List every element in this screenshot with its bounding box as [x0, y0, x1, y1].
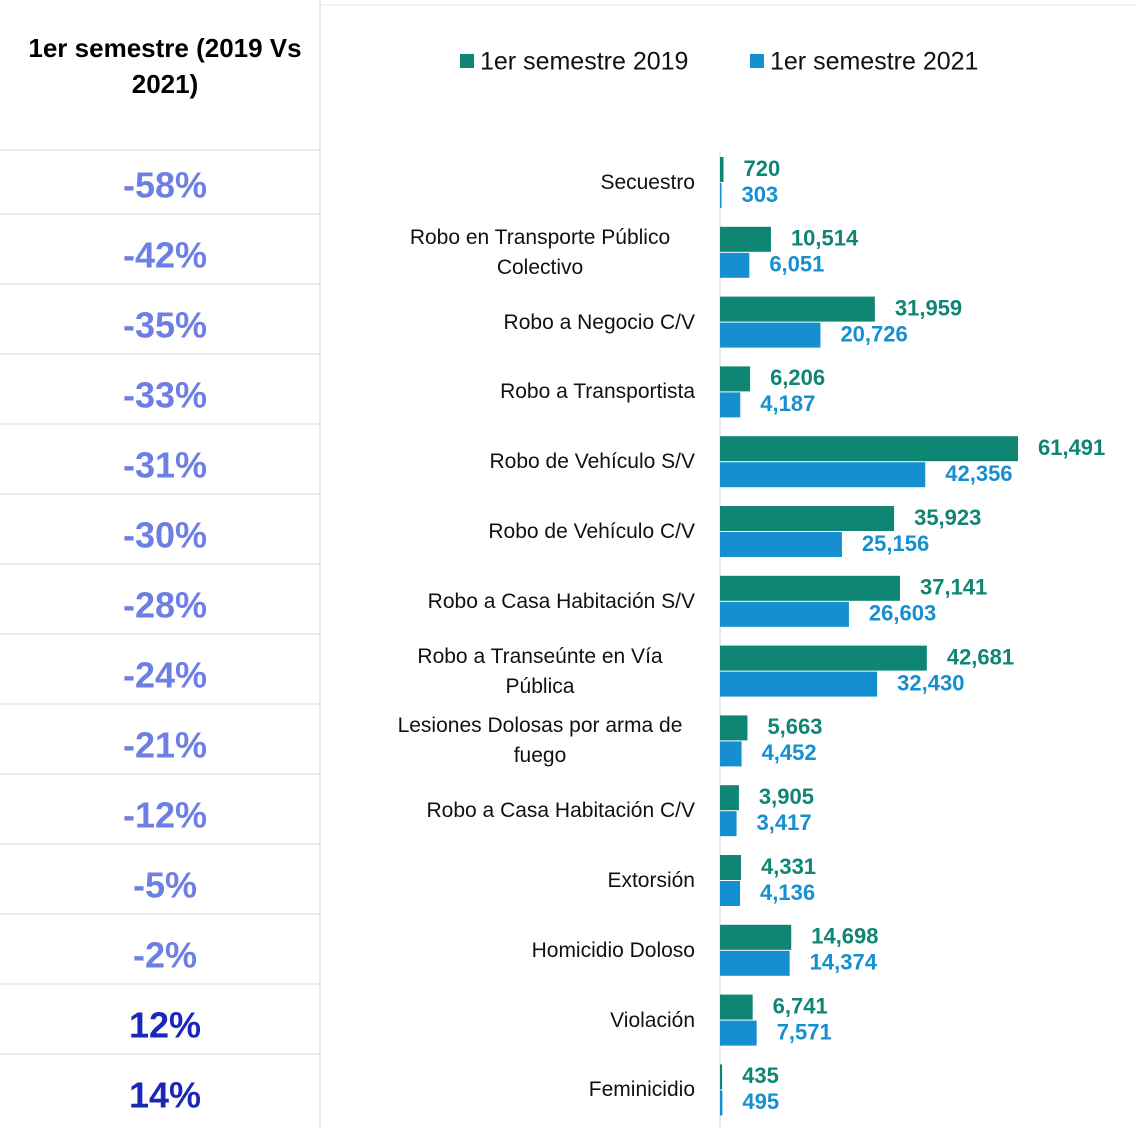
value-label: 4,452: [762, 740, 817, 765]
bar: [720, 436, 1018, 462]
category-label: Robo a Casa Habitación S/V: [427, 589, 695, 613]
value-label: 4,187: [760, 391, 815, 416]
legend-label: 1er semestre 2021: [770, 48, 978, 76]
bar: [720, 1090, 723, 1116]
value-label: 10,514: [791, 226, 859, 251]
category-label: Violación: [610, 1008, 695, 1032]
category-label: Homicidio Doloso: [531, 938, 695, 962]
bar: [720, 645, 927, 671]
category-label: Robo de Vehículo C/V: [488, 520, 695, 543]
category-label: Extorsión: [607, 869, 695, 892]
percent-change: 12%: [129, 1005, 201, 1046]
percent-change: -30%: [123, 515, 207, 556]
value-label: 303: [741, 182, 778, 207]
percent-change: -42%: [123, 235, 207, 276]
bar: [720, 994, 753, 1020]
category-label: Feminicidio: [588, 1078, 695, 1102]
bar: [720, 226, 771, 252]
bar: [720, 366, 751, 392]
bar: [720, 157, 724, 182]
value-label: 20,726: [840, 321, 907, 346]
category-label: Robo a Transeúnte en Vía Pública: [417, 644, 663, 698]
percent-change: -12%: [123, 795, 207, 836]
bar: [720, 950, 790, 976]
value-label: 3,417: [757, 810, 812, 835]
category-label: Robo a Casa Habitación C/V: [426, 799, 695, 823]
value-label: 435: [742, 1063, 779, 1088]
category-label: Lesiones Dolosas por arma de fuego: [397, 714, 683, 768]
value-label: 5,663: [767, 714, 822, 739]
value-label: 26,603: [869, 601, 936, 626]
bar: [720, 1020, 757, 1046]
percent-change: -35%: [123, 305, 207, 346]
value-label: 42,356: [945, 461, 1012, 486]
bar: [720, 855, 741, 880]
value-label: 14,698: [811, 924, 878, 949]
value-label: 6,206: [770, 365, 825, 390]
percent-change: -28%: [123, 585, 207, 626]
bar: [720, 881, 741, 906]
value-label: 37,141: [920, 575, 987, 600]
legend-label: 1er semestre 2019: [480, 48, 688, 76]
value-label: 25,156: [862, 531, 929, 556]
value-label: 7,571: [777, 1019, 832, 1044]
bar: [720, 924, 792, 950]
value-label: 42,681: [947, 644, 1014, 669]
percent-change: -24%: [123, 655, 207, 696]
percent-change: -2%: [133, 935, 197, 976]
value-label: 4,331: [761, 854, 816, 879]
value-label: 61,491: [1038, 435, 1105, 460]
category-label: Secuestro: [600, 171, 695, 194]
value-label: 14,374: [810, 950, 878, 975]
bar: [720, 392, 741, 418]
bar: [720, 715, 748, 741]
bar: [720, 506, 895, 531]
percent-change: -58%: [123, 165, 207, 206]
percent-change: -33%: [123, 375, 207, 416]
table-header: 1er semestre (2019 Vs 2021): [28, 33, 302, 99]
bar: [720, 1064, 723, 1090]
bar: [720, 252, 750, 278]
bar: [720, 296, 875, 322]
bar: [720, 601, 849, 627]
category-label: Robo de Vehículo S/V: [489, 450, 695, 474]
bar: [720, 785, 739, 811]
percent-change: -21%: [123, 725, 207, 766]
percent-change: -5%: [133, 865, 197, 906]
value-label: 3,905: [759, 784, 814, 809]
percent-change: -31%: [123, 445, 207, 486]
value-label: 32,430: [897, 670, 964, 695]
value-label: 6,051: [769, 252, 824, 277]
bar: [720, 322, 821, 348]
legend-swatch: [750, 54, 764, 68]
percent-change: 14%: [129, 1075, 201, 1116]
legend-swatch: [460, 54, 474, 68]
category-label: Robo a Transportista: [500, 380, 695, 404]
bar: [720, 575, 900, 601]
value-label: 35,923: [914, 505, 981, 530]
bar: [720, 462, 926, 488]
value-label: 6,741: [773, 993, 828, 1018]
bar: [720, 671, 878, 697]
value-label: 720: [743, 156, 780, 181]
value-label: 4,136: [760, 880, 815, 905]
bar: [720, 741, 742, 767]
bar: [720, 811, 737, 837]
value-label: 495: [742, 1089, 779, 1114]
category-label: Robo a Negocio C/V: [503, 310, 695, 334]
bar: [720, 532, 842, 557]
bar: [720, 183, 722, 208]
value-label: 31,959: [895, 295, 962, 320]
category-label: Robo en Transporte Público Colectivo: [409, 225, 671, 279]
